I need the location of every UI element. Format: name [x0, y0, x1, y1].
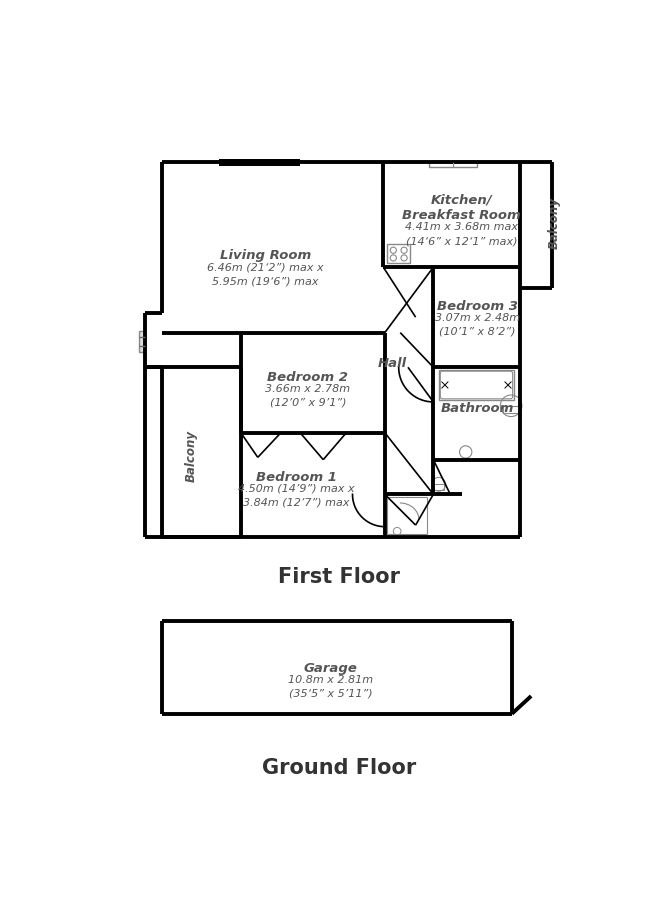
Text: 10.8m x 2.81m
(35‘5” x 5’11”): 10.8m x 2.81m (35‘5” x 5’11”) [288, 675, 373, 699]
Text: Balcony: Balcony [548, 198, 561, 250]
Text: Bedroom 1: Bedroom 1 [256, 471, 337, 484]
Text: 6.46m (21‘2”) max x
5.95m (19‘6”) max: 6.46m (21‘2”) max x 5.95m (19‘6”) max [207, 262, 324, 286]
Bar [439, 370, 514, 400]
Text: Bathroom: Bathroom [440, 402, 514, 415]
Text: Bedroom 2: Bedroom 2 [267, 371, 348, 384]
Text: Balcony: Balcony [184, 430, 198, 482]
Text: Hall: Hall [378, 357, 407, 370]
Bar [139, 331, 145, 352]
Text: Garage: Garage [304, 661, 358, 675]
Bar [387, 244, 410, 263]
Text: 4.50m (14’9”) max x
3.84m (12’7”) max: 4.50m (14’9”) max x 3.84m (12’7”) max [238, 484, 355, 507]
Text: First Floor: First Floor [278, 567, 400, 587]
Bar [503, 405, 519, 414]
Text: Bedroom 3: Bedroom 3 [437, 300, 518, 313]
Text: 3.07m x 2.48m
(10’1” x 8’2”): 3.07m x 2.48m (10’1” x 8’2”) [435, 312, 520, 337]
Text: Kitchen/
Breakfast Room: Kitchen/ Breakfast Room [402, 193, 521, 222]
Bar [430, 161, 477, 167]
Text: 4.41m x 3.68m max
(14‘6” x 12‘1” max): 4.41m x 3.68m max (14‘6” x 12‘1” max) [405, 222, 518, 246]
Bar [219, 159, 300, 166]
Text: Living Room: Living Room [220, 249, 311, 262]
Text: Ground Floor: Ground Floor [263, 758, 416, 778]
Text: 3.66m x 2.78m
(12’0” x 9’1”): 3.66m x 2.78m (12’0” x 9’1”) [265, 384, 350, 408]
Bar [434, 485, 444, 490]
